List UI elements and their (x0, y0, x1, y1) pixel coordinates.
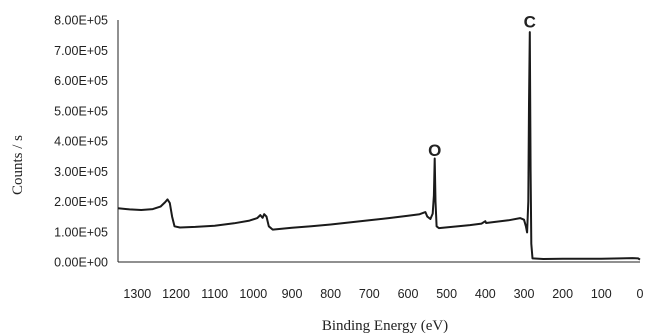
peak-annotations: OC (428, 13, 536, 161)
y-tick-label: 4.00E+05 (54, 135, 108, 149)
x-tick-label: 1000 (239, 287, 267, 301)
x-tick-label: 100 (591, 287, 612, 301)
x-tick-label: 200 (552, 287, 573, 301)
spectrum-line (117, 31, 641, 261)
y-tick-label: 3.00E+05 (54, 165, 108, 179)
x-tick-label: 0 (637, 287, 644, 301)
y-tick-label: 6.00E+05 (54, 74, 108, 88)
x-tick-label: 400 (475, 287, 496, 301)
x-axis-title: Binding Energy (eV) (322, 318, 448, 334)
x-tick-label: 1300 (123, 287, 151, 301)
y-tick-label: 8.00E+05 (54, 14, 108, 28)
y-axis-title: Counts / s (10, 135, 26, 195)
y-tick-label: 0.00E+00 (54, 256, 108, 270)
peak-label: O (428, 141, 441, 160)
x-tick-label: 600 (398, 287, 419, 301)
x-tick-label: 500 (436, 287, 457, 301)
y-tick-label: 5.00E+05 (54, 104, 108, 118)
y-tick-label: 7.00E+05 (54, 44, 108, 58)
y-tick-label: 2.00E+05 (54, 195, 108, 209)
x-tick-label: 1200 (162, 287, 190, 301)
plot-series (117, 31, 641, 261)
y-axis: 0.00E+00 1.00E+05 2.00E+05 3.00E+05 4.00E+05… (54, 14, 119, 270)
x-tick-label: 700 (359, 287, 380, 301)
peak-label: C (524, 13, 536, 32)
y-tick-label: 1.00E+05 (54, 225, 108, 239)
x-tick-label: 1100 (201, 287, 228, 301)
x-axis: 1300 1200 1100 1000 900 800 700 600 500 400 300 200… (118, 261, 644, 301)
x-tick-label: 300 (514, 287, 535, 301)
x-tick-label: 900 (282, 287, 303, 301)
x-tick-label: 800 (320, 287, 341, 301)
